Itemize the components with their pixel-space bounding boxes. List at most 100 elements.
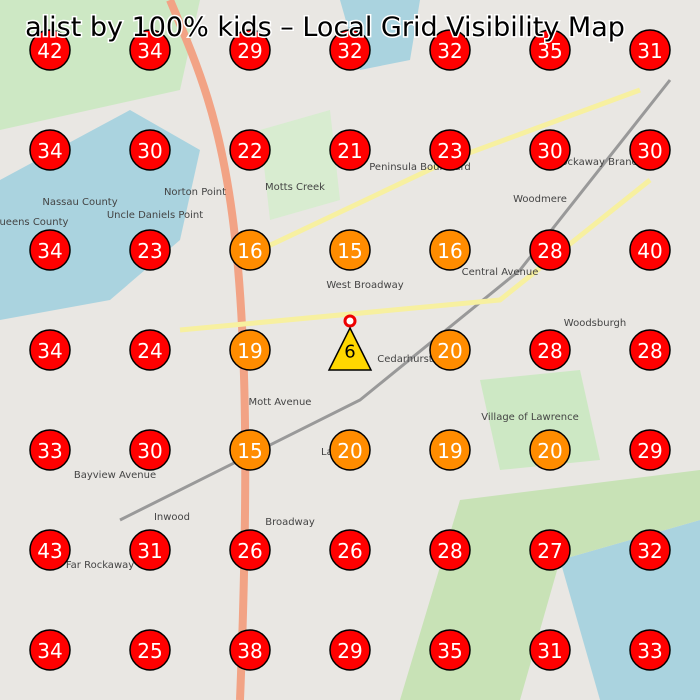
grid-marker [629, 29, 671, 71]
grid-marker [629, 329, 671, 371]
grid-marker [29, 529, 71, 571]
grid-marker [129, 29, 171, 71]
grid-marker [429, 429, 471, 471]
grid-value: 34 [37, 339, 62, 363]
grid-value: 20 [337, 439, 362, 463]
grid-value: 43 [37, 539, 62, 563]
road [179, 178, 652, 333]
grid-marker [29, 29, 71, 71]
title: alist by 100% kids – Local Grid Visibili… [25, 12, 625, 43]
grid-value: 28 [537, 339, 562, 363]
grid-value: 21 [337, 139, 362, 163]
grid-marker [229, 229, 271, 271]
grid-value: 33 [637, 639, 662, 663]
grid-marker [129, 329, 171, 371]
grid-marker [129, 529, 171, 571]
grid-marker [129, 429, 171, 471]
grid-marker [329, 129, 371, 171]
grid-marker [29, 629, 71, 671]
grid-value: 35 [537, 39, 562, 63]
map-label: Woodmere [513, 194, 567, 205]
grid-marker [629, 129, 671, 171]
grid-value: 33 [37, 439, 62, 463]
grid-value: 31 [637, 39, 662, 63]
grid-marker [229, 129, 271, 171]
grid-value: 28 [537, 239, 562, 263]
grid-value: 26 [337, 539, 362, 563]
grid-marker [29, 329, 71, 371]
grid-marker [229, 329, 271, 371]
grid-value: 32 [437, 39, 462, 63]
map-label: Broadway [265, 517, 315, 528]
grid-marker [229, 429, 271, 471]
grid-value: 19 [437, 439, 462, 463]
observer-value: 6 [344, 342, 355, 363]
grid-value: 38 [237, 639, 262, 663]
grid-marker [429, 29, 471, 71]
grid-marker [629, 429, 671, 471]
grid-marker [429, 629, 471, 671]
grid-value: 20 [437, 339, 462, 363]
grid-cells: 42 34 29 32 32 35 31 34 30 22 21 23 30 30 34 23 16 15 16 28… [29, 29, 671, 671]
map-label: Far Rockaway Branch [537, 157, 644, 168]
grid-value: 20 [537, 439, 562, 463]
grid-value: 27 [537, 539, 562, 563]
grid-value: 24 [137, 339, 162, 363]
grid-value: 29 [637, 439, 662, 463]
map-label: Woodsburgh [564, 318, 626, 329]
grid-value: 23 [137, 239, 162, 263]
grid-value: 23 [437, 139, 462, 163]
grid-value: 15 [237, 439, 262, 463]
grid-value: 25 [137, 639, 162, 663]
grid-value: 28 [637, 339, 662, 363]
grid-value: 30 [637, 139, 662, 163]
grid-marker [29, 429, 71, 471]
map-labels: Norton Point Uncle Daniels Point Motts Cre… [0, 157, 643, 571]
grid-value: 34 [37, 139, 62, 163]
grid-value: 19 [237, 339, 262, 363]
map-label: Motts Creek [265, 182, 325, 193]
grid-value: 29 [237, 39, 262, 63]
grid-marker [29, 129, 71, 171]
map-label: Village of Lawrence [481, 412, 579, 423]
map-label: Bayview Avenue [74, 470, 156, 481]
map-label: Nassau County [42, 197, 117, 208]
grid-value: 40 [637, 239, 662, 263]
grid-marker [329, 529, 371, 571]
grid-marker [529, 629, 571, 671]
grid-marker [229, 529, 271, 571]
grid-value: 31 [137, 539, 162, 563]
marsh [400, 470, 700, 700]
map-label: Norton Point [164, 187, 226, 198]
grid-value: 32 [637, 539, 662, 563]
grid-marker [129, 229, 171, 271]
grid-marker [329, 29, 371, 71]
grid-value: 16 [437, 239, 462, 263]
grid-value: 34 [37, 239, 62, 263]
grid-marker [429, 529, 471, 571]
grid-marker [529, 429, 571, 471]
grid-value: 22 [237, 139, 262, 163]
map-label: Queens County [0, 217, 69, 228]
grid-marker [329, 429, 371, 471]
grid-value: 15 [337, 239, 362, 263]
grid-value: 30 [137, 439, 162, 463]
map-label: Mott Avenue [249, 397, 312, 408]
map-label: Uncle Daniels Point [107, 210, 203, 221]
grid-value: 32 [337, 39, 362, 63]
map-label: Cedarhurst [377, 354, 433, 365]
grid-marker [529, 329, 571, 371]
grid-marker [429, 329, 471, 371]
park [260, 110, 340, 220]
grid-marker [529, 29, 571, 71]
grid-value: 16 [237, 239, 262, 263]
grid-marker [629, 629, 671, 671]
grid-marker [229, 629, 271, 671]
grid-marker [229, 29, 271, 71]
grid-marker [529, 129, 571, 171]
grid-value: 31 [537, 639, 562, 663]
highway [166, 0, 250, 700]
grid-marker [629, 529, 671, 571]
grid-marker [29, 229, 71, 271]
